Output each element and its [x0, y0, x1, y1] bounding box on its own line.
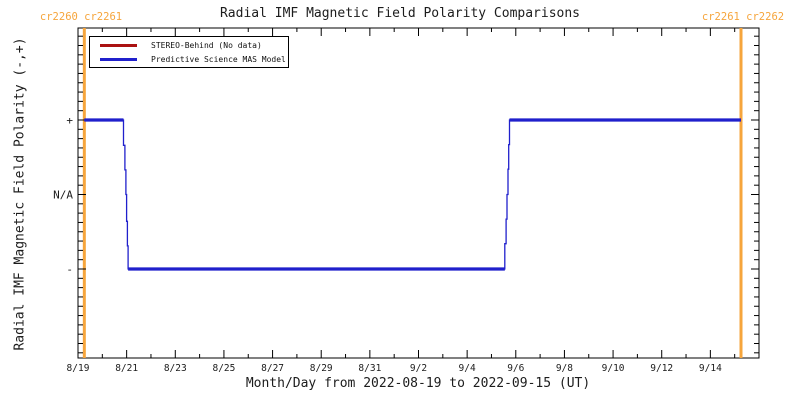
x-tick-label: 8/23 — [164, 363, 187, 374]
x-tick-label: 8/19 — [67, 363, 90, 374]
plot-frame — [77, 27, 760, 359]
x-tick-label: 9/2 — [410, 363, 427, 374]
y-tick-label: - — [66, 263, 73, 276]
x-tick-label: 9/14 — [699, 363, 722, 374]
legend-label-stereo: STEREO-Behind (No data) — [151, 40, 262, 50]
carrington-left-labels: cr2260 cr2261 — [39, 11, 123, 23]
x-tick-label: 9/10 — [602, 363, 625, 374]
x-tick-label: 8/27 — [261, 363, 284, 374]
x-tick-label: 9/12 — [650, 363, 673, 374]
legend-entry-stereo: STEREO-Behind (No data) — [90, 39, 288, 51]
legend-label-mas: Predictive Science MAS Model — [151, 54, 286, 64]
carrington-right-labels: cr2261 cr2262 — [701, 11, 785, 23]
x-tick-label: 9/4 — [459, 363, 476, 374]
x-tick-label: 8/21 — [115, 363, 138, 374]
y-tick-label: + — [66, 114, 73, 127]
legend-entry-mas: Predictive Science MAS Model — [90, 53, 288, 65]
x-tick-label: 9/8 — [556, 363, 573, 374]
y-tick-label: N/A — [53, 189, 73, 202]
x-tick-label: 8/29 — [310, 363, 333, 374]
legend: STEREO-Behind (No data) Predictive Scien… — [89, 36, 289, 68]
x-tick-label: 9/6 — [507, 363, 524, 374]
chart-title: Radial IMF Magnetic Field Polarity Compa… — [219, 6, 581, 21]
legend-line-sample-mas — [100, 57, 137, 61]
x-tick-label: 8/31 — [358, 363, 381, 374]
y-axis-title: Radial IMF Magnetic Field Polarity (-,+) — [12, 37, 28, 351]
legend-line-sample-stereo — [100, 43, 137, 47]
x-tick-label: 8/25 — [212, 363, 235, 374]
x-axis-title: Month/Day from 2022-08-19 to 2022-09-15 … — [245, 376, 591, 391]
model-polarity-line — [84, 119, 741, 270]
